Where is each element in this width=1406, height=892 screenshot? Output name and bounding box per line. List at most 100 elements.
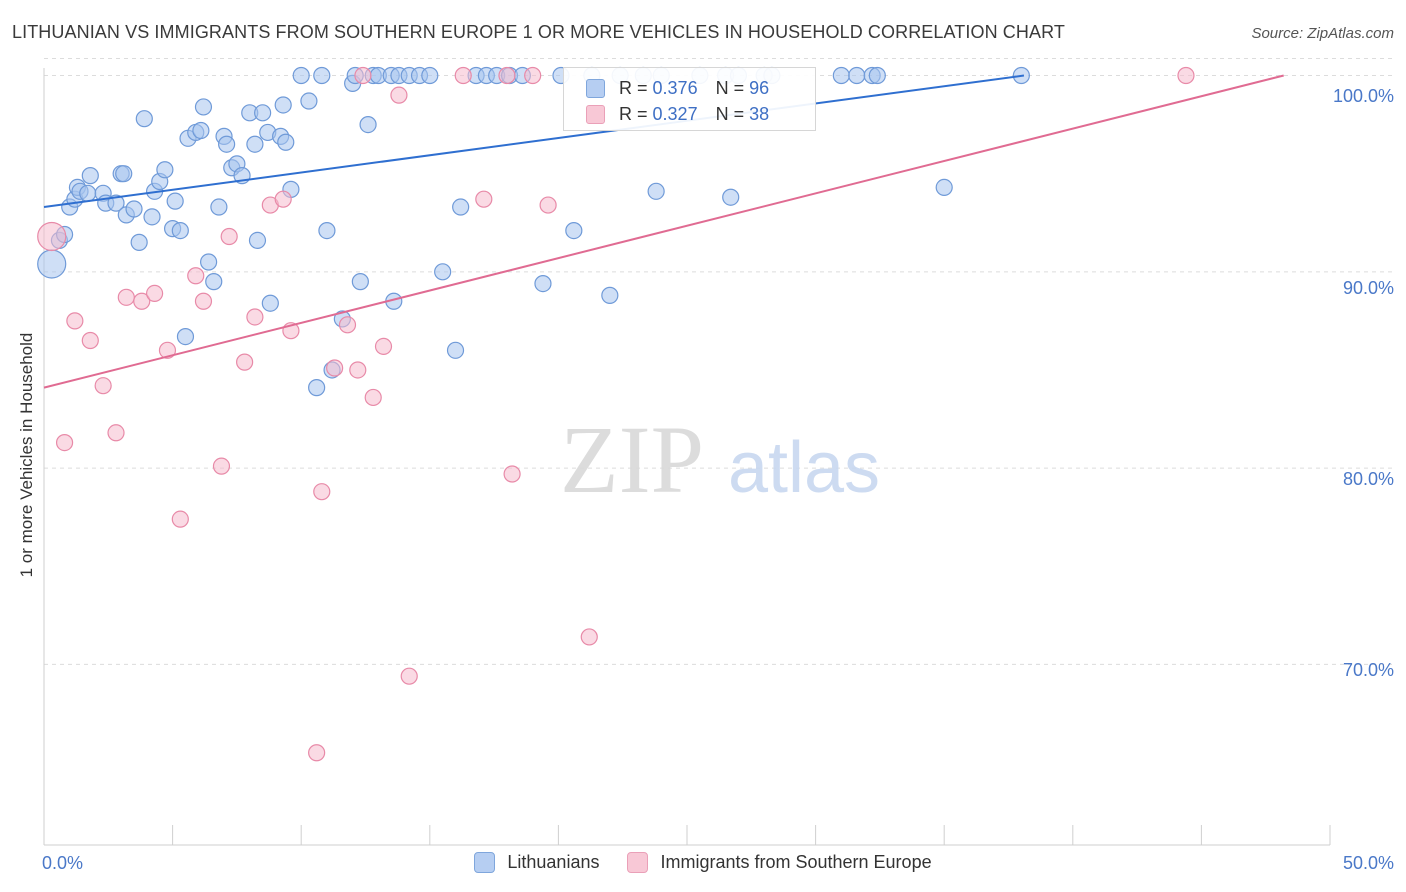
point-southern-europe — [274, 190, 292, 208]
chart-title: LITHUANIAN VS IMMIGRANTS FROM SOUTHERN E… — [12, 22, 1065, 42]
point-lithuanians — [192, 121, 210, 140]
point-lithuanians — [421, 66, 439, 85]
point-lithuanians — [130, 233, 148, 251]
point-lithuanians — [156, 161, 174, 179]
point-lithuanians — [166, 192, 184, 210]
legend-n-label: N = — [715, 103, 745, 124]
point-lithuanians — [848, 66, 866, 85]
gridlines — [44, 58, 1392, 665]
point-lithuanians — [351, 273, 369, 291]
axes — [43, 68, 1331, 846]
point-lithuanians — [107, 194, 125, 212]
trend-line-lithuanians — [43, 74, 1025, 209]
point-lithuanians — [434, 263, 452, 281]
point-southern-europe — [246, 308, 264, 326]
point-southern-europe — [503, 465, 521, 483]
x-tick-label-max: 50.0% — [1342, 853, 1394, 873]
legend-r-label: R = — [619, 77, 648, 98]
point-southern-europe — [37, 221, 67, 252]
point-lithuanians — [143, 208, 161, 226]
point-southern-europe — [236, 353, 254, 371]
point-lithuanians — [318, 221, 336, 240]
point-southern-europe — [81, 331, 99, 350]
point-southern-europe — [475, 190, 493, 208]
legend-item-southern-europe[interactable]: Immigrants from Southern Europe — [627, 852, 932, 873]
point-southern-europe — [524, 66, 542, 85]
point-lithuanians — [292, 66, 310, 85]
legend-r-value: 0.327 — [652, 103, 698, 124]
point-southern-europe — [454, 66, 472, 85]
y-tick-label-80: 80.0% — [1342, 469, 1394, 489]
correlation-legend: R = 0.376 N = 96 R = 0.327 N = 38 — [563, 67, 816, 131]
point-southern-europe — [145, 284, 164, 303]
point-lithuanians — [452, 198, 470, 216]
legend-label: Lithuanians — [507, 852, 600, 872]
point-lithuanians — [868, 66, 886, 85]
point-lithuanians — [359, 115, 377, 134]
point-lithuanians — [115, 165, 133, 183]
point-southern-europe — [313, 483, 331, 501]
point-southern-europe — [364, 388, 382, 407]
legend-label: Immigrants from Southern Europe — [660, 852, 932, 872]
point-southern-europe — [194, 292, 213, 310]
point-lithuanians — [37, 249, 67, 279]
point-southern-europe — [338, 316, 357, 334]
point-lithuanians — [254, 104, 272, 122]
point-lithuanians — [176, 327, 195, 346]
legend-swatch-blue — [586, 78, 605, 98]
point-lithuanians — [246, 135, 264, 153]
point-lithuanians — [534, 274, 552, 293]
source-label: Source: ZipAtlas.com — [1251, 25, 1394, 42]
trend-lines — [43, 74, 1284, 389]
point-lithuanians — [125, 200, 143, 218]
point-lithuanians — [81, 167, 99, 185]
y-tick-label-70: 70.0% — [1342, 660, 1394, 680]
data-points — [37, 66, 1195, 762]
legend-row-southern-europe: R = 0.327 N = 38 — [586, 103, 769, 125]
point-lithuanians — [565, 221, 583, 240]
point-southern-europe — [220, 227, 238, 246]
series-legend: Lithuanians Immigrants from Southern Eur… — [0, 852, 1406, 873]
point-southern-europe — [158, 341, 177, 359]
point-southern-europe — [354, 66, 372, 85]
point-lithuanians — [722, 188, 740, 206]
y-tick-label-90: 90.0% — [1342, 278, 1394, 298]
point-lithuanians — [194, 98, 213, 116]
y-tick-label-100: 100.0% — [1332, 86, 1394, 106]
point-lithuanians — [205, 273, 223, 291]
legend-r-label: R = — [619, 103, 648, 124]
trend-line-southern-europe — [43, 74, 1284, 389]
point-lithuanians — [218, 135, 236, 153]
point-lithuanians — [832, 66, 850, 85]
x-tick-label-min: 0.0% — [42, 853, 84, 873]
point-southern-europe — [107, 424, 125, 442]
point-southern-europe — [308, 744, 326, 762]
point-southern-europe — [187, 267, 205, 285]
point-southern-europe — [539, 196, 557, 214]
legend-n-label: N = — [715, 77, 745, 98]
point-southern-europe — [349, 361, 367, 379]
point-southern-europe — [212, 457, 231, 475]
point-lithuanians — [300, 92, 318, 110]
point-southern-europe — [1177, 66, 1195, 85]
point-lithuanians — [308, 379, 326, 397]
point-lithuanians — [277, 133, 295, 151]
point-southern-europe — [374, 337, 393, 356]
legend-item-lithuanians[interactable]: Lithuanians — [474, 852, 599, 873]
point-lithuanians — [248, 231, 267, 250]
point-southern-europe — [66, 312, 84, 330]
point-southern-europe — [326, 359, 344, 377]
legend-r-value: 0.376 — [652, 77, 698, 98]
point-lithuanians — [274, 96, 292, 114]
point-lithuanians — [210, 198, 228, 216]
point-southern-europe — [390, 86, 408, 104]
point-lithuanians — [313, 66, 331, 85]
point-lithuanians — [171, 221, 189, 240]
point-lithuanians — [200, 253, 218, 271]
point-lithuanians — [79, 184, 97, 202]
point-southern-europe — [55, 433, 74, 452]
legend-swatch-pink — [627, 852, 649, 873]
point-southern-europe — [498, 66, 516, 85]
legend-row-lithuanians: R = 0.376 N = 96 — [586, 77, 769, 99]
watermark-zip: ZIP — [560, 406, 704, 513]
